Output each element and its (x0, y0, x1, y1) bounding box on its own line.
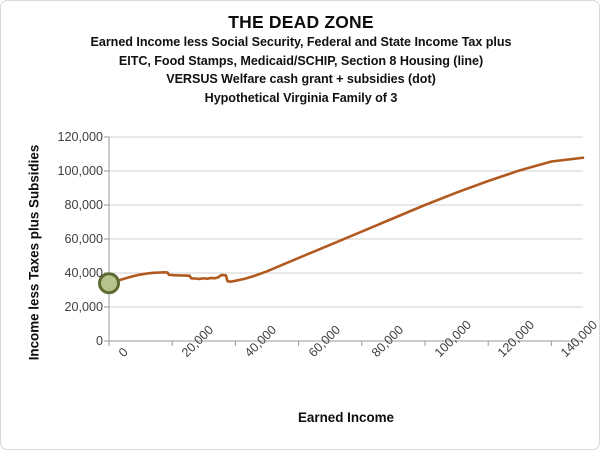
x-tick-label: 140,000 (558, 317, 600, 360)
subtitle-line-1: Earned Income less Social Security, Fede… (90, 35, 512, 49)
y-tick-label: 20,000 (64, 300, 103, 314)
x-tick-label: 60,000 (305, 322, 343, 360)
data-line-earned-income (107, 156, 585, 285)
page-title: THE DEAD ZONE (228, 12, 374, 32)
title-block: THE DEAD ZONE Earned Income less Social … (5, 11, 597, 107)
subtitle-line-3: VERSUS Welfare cash grant + subsidies (d… (166, 72, 436, 86)
y-tick-label: 60,000 (64, 232, 103, 246)
x-tick-label: 120,000 (495, 317, 538, 360)
y-tick-label: 80,000 (64, 198, 103, 212)
series-marker (98, 272, 120, 295)
subtitle-line-2: EITC, Food Stamps, Medicaid/SCHIP, Secti… (118, 53, 484, 68)
x-tick-labels: 0 20,000 40,000 60,000 80,000 100,000 120,000 1… (5, 5, 600, 447)
x-tick-label: 80,000 (368, 322, 406, 360)
x-tick-label: 100,000 (432, 317, 475, 360)
x-tick-label: 20,000 (179, 322, 217, 360)
subtitle-line-4: Hypothetical Virginia Family of 3 (204, 90, 398, 105)
y-tick-label: 100,000 (57, 164, 103, 178)
series-line (107, 156, 585, 285)
data-point-welfare-grant (98, 272, 120, 295)
x-tick-label: 40,000 (242, 322, 280, 360)
y-tick-label: 120,000 (57, 130, 103, 144)
plot-area: 0 20,000 40,000 60,000 80,000 100,000 120,000 … (5, 5, 600, 447)
y-tick-label: 40,000 (64, 266, 103, 280)
y-tick-labels: 0 20,000 40,000 60,000 80,000 100,000 120,000 (35, 5, 103, 447)
x-tick-label: 0 (116, 345, 131, 360)
y-tick-label: 0 (95, 334, 103, 348)
x-axis-title: Earned Income (298, 410, 394, 425)
chart-canvas: THE DEAD ZONE Earned Income less Social … (5, 5, 600, 447)
chart-plot-svg (98, 136, 585, 346)
